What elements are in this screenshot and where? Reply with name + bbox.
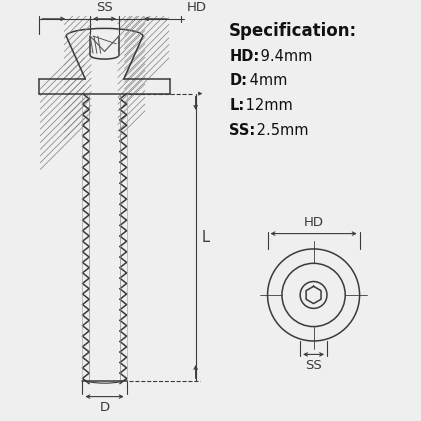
- Text: HD:: HD:: [229, 48, 259, 64]
- Text: L: L: [201, 230, 209, 245]
- Text: HD: HD: [304, 216, 324, 229]
- Text: 4mm: 4mm: [245, 73, 287, 88]
- Text: L:: L:: [229, 99, 245, 113]
- Text: D:: D:: [229, 73, 247, 88]
- Text: SS:: SS:: [229, 123, 256, 139]
- Text: 2.5mm: 2.5mm: [252, 123, 309, 139]
- Text: D: D: [99, 401, 109, 414]
- Text: HD: HD: [187, 1, 207, 14]
- Text: 9.4mm: 9.4mm: [256, 48, 312, 64]
- Text: Specification:: Specification:: [229, 22, 357, 40]
- Text: 12mm: 12mm: [241, 99, 293, 113]
- Text: SS: SS: [305, 359, 322, 372]
- Text: SS: SS: [96, 1, 113, 14]
